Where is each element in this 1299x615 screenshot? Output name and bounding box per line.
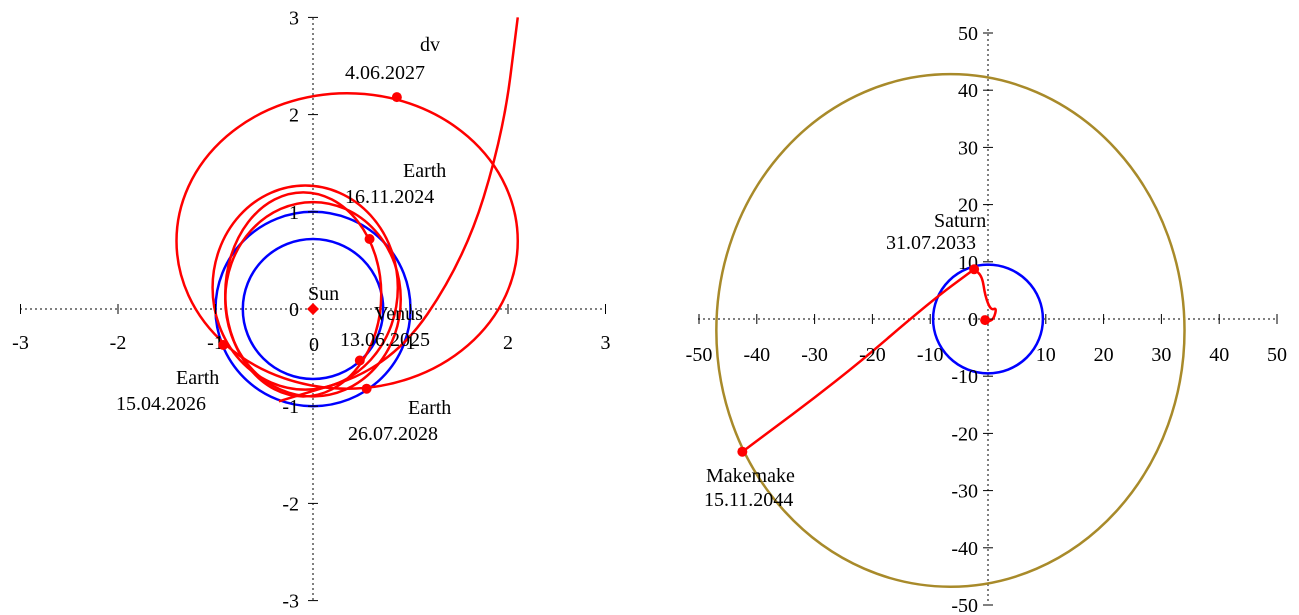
x-tick-label: -40	[743, 344, 770, 366]
event-marker	[391, 92, 402, 103]
inner-trajectory-chart: -3 -2 -1 1 2 3 -3 -2 -1 0 1 2 3 0 Sun Earth 16.11.202…	[12, 7, 610, 612]
y-tick-label: 3	[289, 7, 299, 29]
x-tick-label: 3	[601, 332, 611, 354]
event-marker	[218, 339, 229, 350]
date-saturn: 31.07.2033	[886, 232, 976, 254]
date-venus-2025: 13.06.2025	[340, 329, 430, 351]
y-tick-label: -3	[282, 591, 299, 613]
date-makemake: 15.11.2044	[704, 489, 793, 511]
trajectory-arc	[973, 268, 997, 323]
y-tick-label: -20	[951, 423, 978, 445]
y-tick-label: -30	[951, 481, 978, 503]
right-orbits	[715, 72, 1186, 588]
y-tick-label: -1	[282, 396, 299, 418]
label-dv: dv	[420, 34, 440, 56]
y-tick-label: 1	[289, 202, 299, 224]
orbit-makemake	[715, 72, 1186, 588]
label-makemake: Makemake	[706, 465, 795, 487]
label-sun: Sun	[308, 283, 339, 305]
date-dv: 4.06.2027	[345, 62, 425, 84]
label-saturn: Saturn	[934, 210, 986, 232]
label-earth-2028: Earth	[408, 397, 451, 419]
x-tick-label: -50	[686, 344, 713, 366]
sun-marker	[307, 303, 319, 315]
trajectory-arc	[278, 17, 519, 403]
date-earth-2024: 16.11.2024	[345, 186, 434, 208]
trajectory-arc	[741, 268, 975, 453]
x-tick-label: -30	[801, 344, 828, 366]
date-earth-2028: 26.07.2028	[348, 423, 438, 445]
y-tick-label: 50	[958, 23, 978, 45]
event-marker	[980, 315, 991, 326]
y-tick-label: 40	[958, 80, 978, 102]
left-annotations: Sun Earth 16.11.2024 Venus 13.06.2025 Ea…	[116, 34, 451, 445]
y-tick-label: 30	[958, 137, 978, 159]
outer-trajectory-chart: -50 -40 -30 -20 -10 10 20 30 40 50 -50 -40 -30 -20 -10…	[686, 23, 1287, 615]
label-earth-2026: Earth	[176, 367, 219, 389]
label-earth-2024: Earth	[403, 160, 446, 182]
x-tick-label: -10	[917, 344, 944, 366]
y-tick-label: -50	[951, 595, 978, 615]
event-marker	[737, 446, 748, 457]
left-trajectory	[175, 17, 519, 403]
x-tick-label: -1	[207, 332, 224, 354]
y-tick-label: -40	[951, 538, 978, 560]
event-marker	[364, 234, 375, 245]
y-tick-label: 20	[958, 195, 978, 217]
trajectory-loop	[211, 184, 400, 391]
x-tick-label: -20	[859, 344, 886, 366]
date-earth-2026: 15.04.2026	[116, 393, 206, 415]
x-tick-label: 10	[1036, 344, 1056, 366]
label-venus-2025: Venus	[374, 303, 423, 325]
trajectory-loop	[224, 200, 402, 398]
orbit-saturn	[931, 263, 1045, 375]
x-tick-label: 2	[503, 332, 513, 354]
orbit-venus	[241, 237, 385, 381]
y-tick-label: 0	[289, 299, 299, 321]
left-tick-labels: -3 -2 -1 1 2 3 -3 -2 -1 0 1 2 3 0	[12, 7, 610, 612]
y-tick-label: -2	[282, 493, 299, 515]
x-tick-label: 50	[1267, 344, 1287, 366]
x-tick-label: -3	[12, 332, 29, 354]
x-tick-label: 1	[406, 332, 416, 354]
right-tick-labels: -50 -40 -30 -20 -10 10 20 30 40 50 -50 -40 -30 -20 -10…	[686, 23, 1287, 615]
x-tick-label: -2	[110, 332, 127, 354]
y-tick-label: -10	[951, 366, 978, 388]
x-tick-label: 0	[309, 334, 319, 356]
event-marker	[361, 383, 372, 394]
right-trajectory	[741, 268, 997, 453]
event-marker	[969, 264, 980, 275]
x-tick-label: 30	[1151, 344, 1171, 366]
y-tick-label: 0	[968, 309, 978, 331]
y-tick-label: 2	[289, 105, 299, 127]
trajectory-loop	[175, 91, 519, 390]
right-annotations: Saturn 31.07.2033 Makemake 15.11.2044	[704, 210, 986, 511]
event-marker	[354, 355, 365, 366]
x-tick-label: 40	[1209, 344, 1229, 366]
left-markers	[218, 92, 402, 394]
right-markers	[737, 264, 991, 457]
x-tick-label: 20	[1094, 344, 1114, 366]
